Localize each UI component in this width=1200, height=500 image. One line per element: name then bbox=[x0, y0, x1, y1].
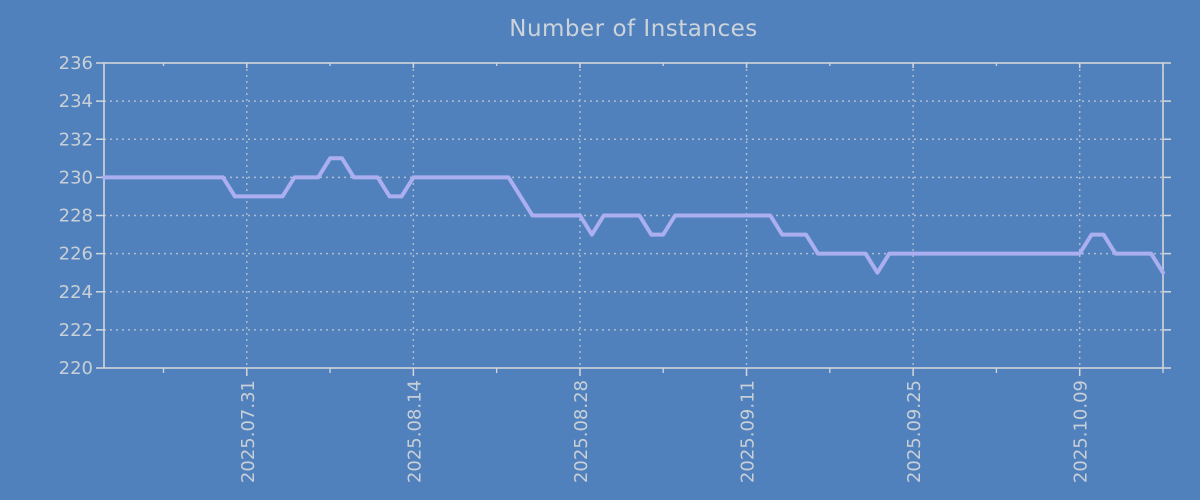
chart-title: Number of Instances bbox=[509, 16, 758, 42]
x-tick-label: 2025.10.09 bbox=[1071, 380, 1092, 483]
x-tick-label: 2025.08.28 bbox=[571, 380, 592, 483]
y-tick-label: 234 bbox=[59, 91, 93, 112]
plot-border bbox=[103, 62, 1164, 369]
y-tick-label: 220 bbox=[59, 358, 93, 379]
x-tick-label: 2025.09.25 bbox=[904, 380, 925, 483]
series-line bbox=[102, 156, 1165, 275]
y-tick-label: 232 bbox=[59, 129, 93, 150]
x-tick-label: 2025.09.11 bbox=[738, 380, 759, 483]
y-tick-label: 230 bbox=[59, 167, 93, 188]
y-tick-label: 228 bbox=[59, 206, 93, 227]
x-tick-label: 2025.07.31 bbox=[238, 380, 259, 483]
x-tick-label: 2025.08.14 bbox=[404, 380, 425, 483]
y-tick-label: 226 bbox=[59, 244, 93, 265]
y-tick-label: 222 bbox=[59, 320, 93, 341]
y-tick-label: 224 bbox=[59, 282, 93, 303]
y-tick-label: 236 bbox=[59, 53, 93, 74]
